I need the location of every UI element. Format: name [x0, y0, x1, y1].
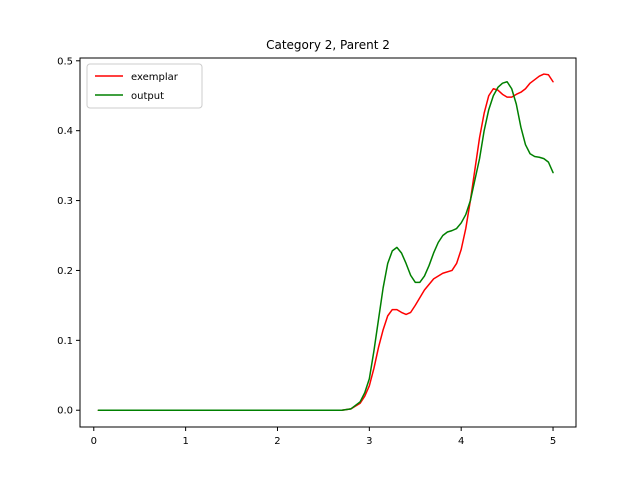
y-tick-label: 0.4	[57, 126, 73, 137]
x-tick-label: 2	[274, 436, 280, 447]
plot-area-frame	[79, 57, 577, 428]
series-layer	[97, 73, 554, 411]
x-tick-label: 3	[366, 436, 372, 447]
x-tick-label: 4	[458, 436, 464, 447]
legend-label-output: output	[131, 91, 164, 102]
y-axis: 0.0 0.1 0.2 0.3 0.4 0.5	[57, 56, 80, 417]
y-tick-label: 0.5	[57, 56, 73, 67]
legend: exemplar output	[86, 63, 203, 109]
y-tick-label: 0.1	[57, 336, 73, 347]
x-tick-label: 0	[91, 436, 97, 447]
x-axis: 0 1 2 3 4 5	[91, 427, 556, 447]
y-tick-label: 0.2	[57, 266, 73, 277]
y-tick-label: 0.0	[57, 406, 73, 417]
x-tick-label: 5	[550, 436, 556, 447]
x-tick-label: 1	[182, 436, 188, 447]
legend-label-exemplar: exemplar	[131, 72, 179, 83]
chart-title: Category 2, Parent 2	[266, 38, 390, 52]
series-line-output	[97, 81, 554, 411]
legend-box	[86, 63, 203, 109]
y-tick-label: 0.3	[57, 196, 73, 207]
